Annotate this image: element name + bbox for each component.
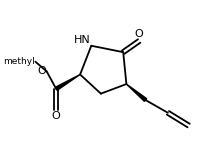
Text: O: O — [134, 29, 143, 39]
Polygon shape — [55, 74, 80, 90]
Text: O: O — [52, 111, 60, 121]
Text: O: O — [37, 66, 46, 75]
Text: methyl: methyl — [3, 57, 35, 66]
Text: HN: HN — [73, 35, 90, 45]
Polygon shape — [126, 84, 146, 101]
